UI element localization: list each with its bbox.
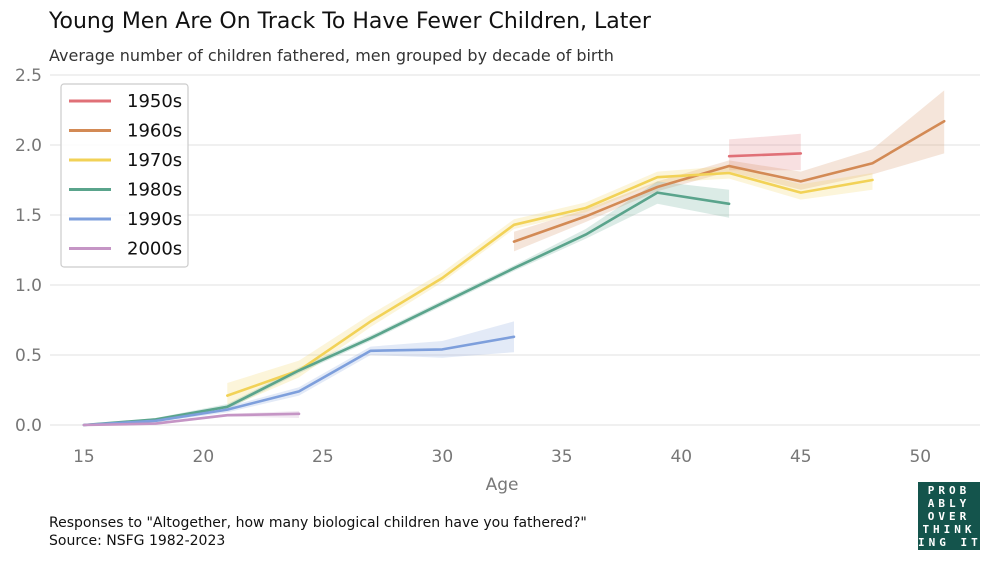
x-tick-label: 50 <box>909 447 931 467</box>
logo-line: ABLY <box>927 497 971 510</box>
legend-label: 1990s <box>127 209 182 230</box>
y-tick-label: 2.5 <box>15 66 42 86</box>
logo-line: OVER <box>927 510 971 523</box>
y-tick-label: 1.0 <box>15 276 42 296</box>
logo-line: ING IT <box>918 536 982 549</box>
line-chart: 0.0 0.5 1.0 1.5 2.0 2.5 15 20 25 30 35 40 45 50 Age 195… <box>15 66 980 495</box>
chart-subtitle: Average number of children fathered, men… <box>49 46 614 65</box>
footer-notes: Responses to "Altogether, how many biolo… <box>49 514 587 550</box>
series-line-1960s <box>512 119 946 243</box>
legend-label: 1980s <box>127 180 182 201</box>
chart-title: Young Men Are On Track To Have Fewer Chi… <box>49 9 651 34</box>
x-tick-label: 35 <box>551 447 573 467</box>
y-tick-label: 1.5 <box>15 206 42 226</box>
y-tick-label: 0.5 <box>15 346 42 366</box>
x-tick-label: 25 <box>312 447 334 467</box>
x-axis-label: Age <box>486 475 519 495</box>
y-tick-label: 2.0 <box>15 136 42 156</box>
legend-label: 1950s <box>127 91 182 112</box>
confidence-band-1970s <box>227 166 873 409</box>
probably-overthinking-it-logo: PROB ABLY OVER THINK ING IT <box>918 482 980 550</box>
x-tick-label: 45 <box>790 447 812 467</box>
x-tick-label: 15 <box>73 447 95 467</box>
series-line-1950s <box>727 152 803 158</box>
footer-question-note: Responses to "Altogether, how many biolo… <box>49 515 587 531</box>
series-line-1980s <box>82 191 731 427</box>
legend-label: 1970s <box>127 150 182 171</box>
confidence-band-1960s <box>514 90 945 252</box>
footer-source: Source: NSFG 1982-2023 <box>49 533 226 549</box>
series-line-2000s <box>82 412 301 427</box>
y-tick-label: 0.0 <box>15 416 42 436</box>
logo-line: PROB <box>927 484 971 497</box>
x-tick-label: 40 <box>670 447 692 467</box>
confidence-band-1950s <box>729 133 801 171</box>
logo-line: THINK <box>922 523 976 536</box>
legend-label: 2000s <box>127 239 182 260</box>
x-tick-label: 20 <box>193 447 215 467</box>
confidence-band-1990s <box>83 321 515 425</box>
legend-label: 1960s <box>127 121 182 142</box>
series-line-1970s <box>226 171 874 397</box>
series-line-1990s <box>82 335 516 427</box>
x-tick-label: 30 <box>432 447 454 467</box>
